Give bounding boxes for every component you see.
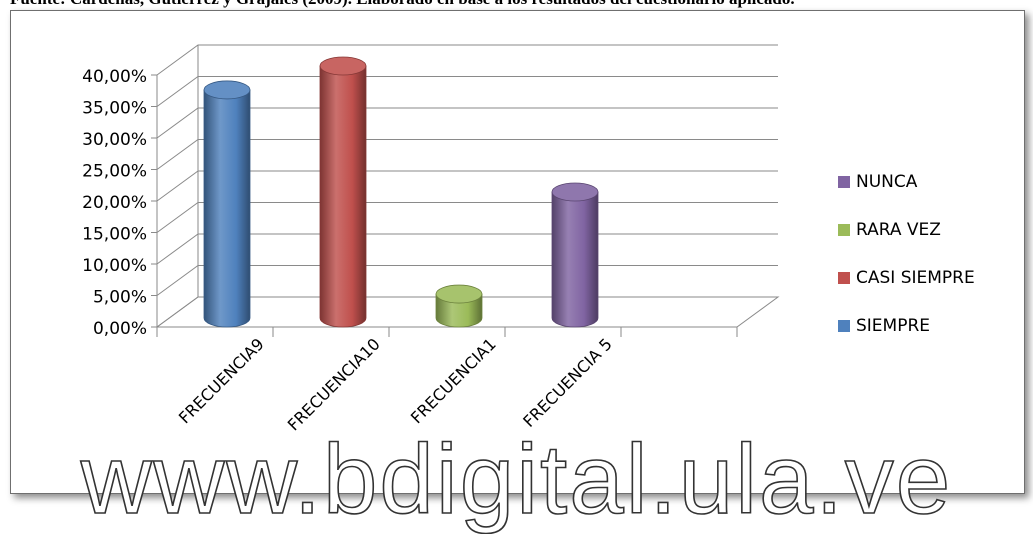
- bar-top: [319, 56, 367, 76]
- legend: NUNCA RARA VEZ CASI SIEMPRE SIEMPRE: [838, 170, 975, 362]
- bar-frecuencia-5: [551, 182, 599, 328]
- legend-swatch-rara-vez: [838, 224, 850, 236]
- x-tick-label: FRECUENCIA 5: [519, 334, 616, 431]
- bar-frecuencia9: [203, 80, 251, 328]
- y-tick-label: 25,00%: [82, 162, 147, 182]
- legend-label: NUNCA: [856, 172, 918, 192]
- bars-layer: [203, 56, 599, 328]
- legend-item: SIEMPRE: [838, 314, 975, 338]
- grid-layer: [155, 44, 780, 328]
- legend-label: CASI SIEMPRE: [856, 268, 975, 288]
- gridline: [156, 107, 778, 139]
- axis-layer: [151, 74, 738, 337]
- header-strip: Fuente: Cárdenas, Gutiérrez y Grajales (…: [0, 0, 1033, 10]
- gridline: [156, 139, 778, 170]
- x-tick-label: FRECUENCIA1: [407, 334, 500, 427]
- legend-item: RARA VEZ: [838, 218, 975, 242]
- bar-frecuencia10: [319, 56, 367, 328]
- y-tick-label: 0,00%: [93, 319, 147, 339]
- y-tick-label: 30,00%: [82, 130, 147, 150]
- legend-swatch-siempre: [838, 320, 850, 332]
- y-tick-label: 40,00%: [82, 67, 147, 87]
- x-tick-label: FRECUENCIA9: [175, 334, 268, 427]
- x-tick-label: FRECUENCIA10: [284, 334, 384, 434]
- y-tick-label: 15,00%: [82, 225, 147, 245]
- legend-item: CASI SIEMPRE: [838, 266, 975, 290]
- legend-label: SIEMPRE: [856, 316, 931, 336]
- bar-top: [435, 284, 483, 304]
- bar-body: [551, 191, 599, 328]
- gridline: [156, 76, 778, 107]
- bar-frecuencia1: [435, 284, 483, 328]
- y-tick-label: 20,00%: [82, 193, 147, 213]
- y-tick-label: 10,00%: [82, 256, 147, 276]
- y-tick-label: 35,00%: [82, 99, 147, 119]
- chart-plot: 0,00% 5,00% 10,00% 15,00% 20,00% 25,00% 30,00%…: [82, 44, 780, 435]
- gridline: [156, 170, 778, 202]
- bar-top: [551, 182, 599, 202]
- bar-top: [203, 80, 251, 100]
- legend-swatch-nunca: [838, 176, 850, 188]
- legend-label: RARA VEZ: [856, 220, 941, 240]
- gridline: [156, 44, 778, 76]
- legend-item: NUNCA: [838, 170, 975, 194]
- header-text: Fuente: Cárdenas, Gutiérrez y Grajales (…: [10, 0, 795, 9]
- y-tick-label: 5,00%: [93, 288, 147, 308]
- bar-body: [203, 89, 251, 328]
- legend-swatch-casi-siempre: [838, 272, 850, 284]
- watermark: www.bdigital.ula.ve: [80, 424, 953, 534]
- bar-body: [319, 65, 367, 328]
